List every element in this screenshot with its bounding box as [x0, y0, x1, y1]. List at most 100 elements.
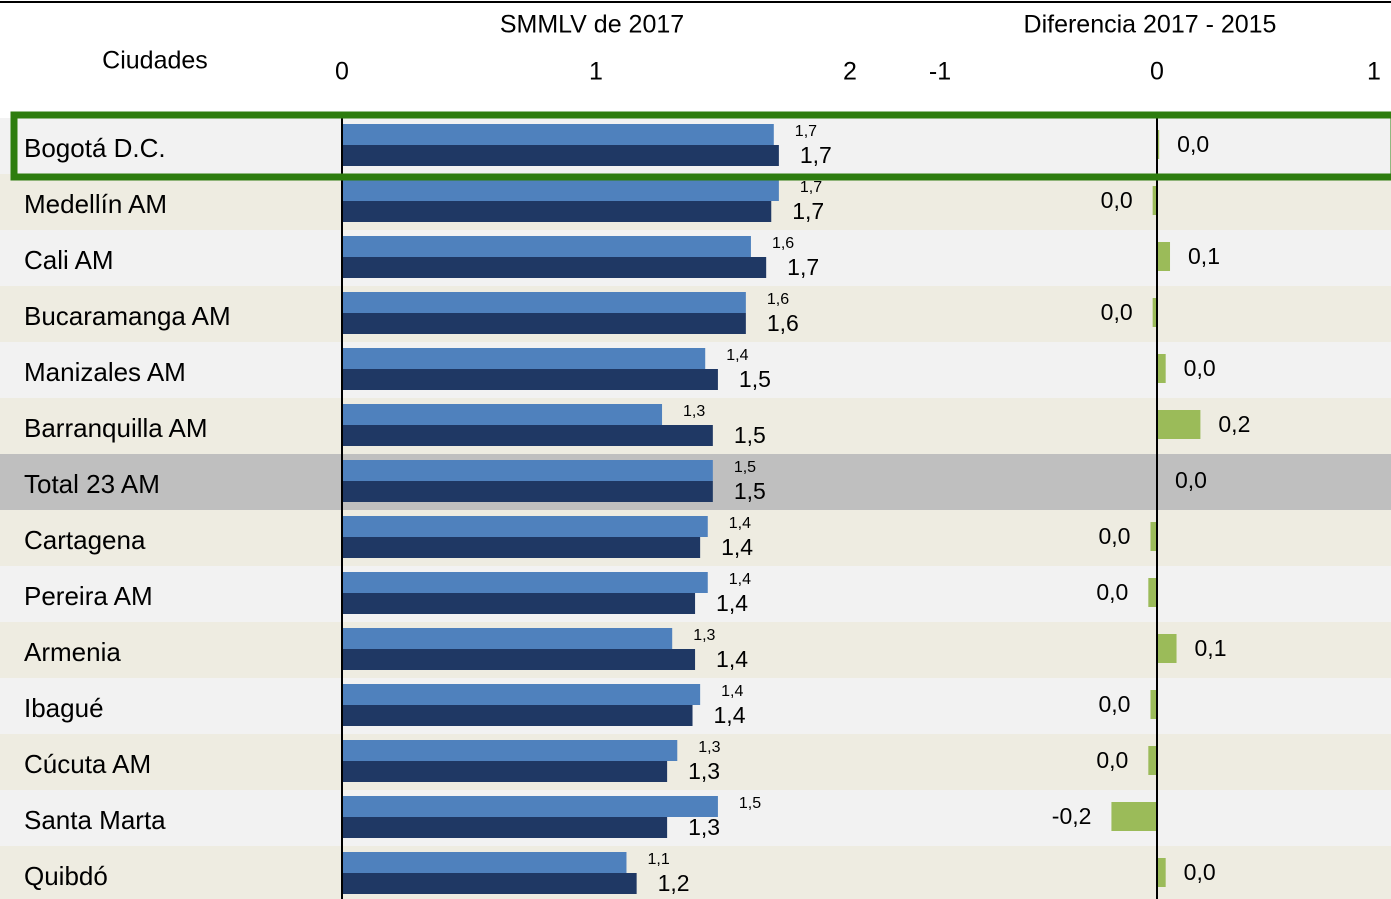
highlight-box	[10, 111, 1391, 181]
data-label: 0,0	[1099, 691, 1131, 717]
bar	[342, 593, 696, 614]
data-label: 1,4	[721, 534, 753, 560]
bar	[342, 817, 668, 838]
category-label: Armenia	[24, 637, 121, 667]
data-label: 0,1	[1188, 243, 1220, 269]
diff-bar	[1157, 634, 1177, 663]
data-label: 1,7	[800, 142, 832, 168]
bar	[342, 761, 668, 782]
panel-title: Diferencia 2017 - 2015	[1024, 11, 1277, 39]
bar	[342, 537, 701, 558]
data-label: 0,0	[1101, 299, 1133, 325]
category-label: Quibdó	[24, 861, 108, 891]
data-label: 1,2	[658, 870, 690, 896]
data-label: 1,5	[739, 366, 771, 392]
data-label: 1,5	[734, 459, 756, 476]
diff-bar	[1152, 298, 1157, 327]
data-label: 1,3	[688, 758, 720, 784]
data-label: 0,2	[1218, 411, 1250, 437]
data-label: 0,0	[1096, 579, 1128, 605]
bar	[342, 873, 637, 894]
bar	[342, 572, 708, 593]
data-label: 1,4	[726, 347, 748, 364]
category-label: Barranquilla AM	[24, 413, 208, 443]
bar	[342, 425, 713, 446]
data-label: 1,3	[688, 814, 720, 840]
category-axis-label: Ciudades	[102, 47, 208, 75]
category-label: Medellín AM	[24, 189, 167, 219]
bar	[342, 292, 746, 313]
bar	[342, 740, 678, 761]
bar	[342, 796, 718, 817]
diff-bar	[1152, 186, 1157, 215]
data-label: 0,0	[1175, 467, 1207, 493]
bar	[342, 124, 774, 145]
data-label: 1,4	[716, 590, 748, 616]
diff-bar	[1150, 522, 1157, 551]
diff-bar	[1148, 578, 1157, 607]
diff-bar	[1148, 746, 1157, 775]
x-tick-label: 1	[589, 58, 603, 86]
diff-bar	[1157, 242, 1171, 271]
bar	[342, 201, 772, 222]
row-background	[0, 846, 1391, 899]
x-tick-label: 2	[843, 58, 857, 86]
diff-bar	[1157, 130, 1160, 159]
bar	[342, 516, 708, 537]
data-label: 1,4	[729, 571, 751, 588]
bar	[342, 649, 696, 670]
diff-bar	[1157, 354, 1166, 383]
data-label: 0,0	[1184, 355, 1216, 381]
data-label: 1,1	[647, 851, 669, 868]
category-label: Ibagué	[24, 693, 104, 723]
bar	[342, 145, 779, 166]
data-label: 1,3	[698, 739, 720, 756]
data-label: 1,7	[795, 123, 817, 140]
category-label: Santa Marta	[24, 805, 166, 835]
x-tick-label: -1	[929, 58, 951, 86]
category-label: Bogotá D.C.	[24, 133, 166, 163]
data-label: 0,0	[1177, 131, 1209, 157]
data-label: 0,0	[1099, 523, 1131, 549]
diff-bar	[1150, 690, 1157, 719]
data-label: 0,0	[1184, 859, 1216, 885]
bar	[342, 236, 751, 257]
data-label: 1,5	[734, 478, 766, 504]
category-label: Pereira AM	[24, 581, 153, 611]
x-tick-label: 0	[1150, 58, 1164, 86]
x-tick-label: 1	[1367, 58, 1381, 86]
x-tick-label: 0	[335, 58, 349, 86]
diff-bar	[1111, 802, 1157, 831]
diff-bar	[1157, 410, 1201, 439]
data-label: 1,7	[800, 179, 822, 196]
diff-bar	[1157, 858, 1166, 887]
data-label: 1,4	[721, 683, 743, 700]
category-label: Bucaramanga AM	[24, 301, 231, 331]
data-label: 1,4	[716, 646, 748, 672]
bar	[342, 404, 663, 425]
data-label: 1,5	[739, 795, 761, 812]
category-label: Cartagena	[24, 525, 146, 555]
data-label: 1,6	[767, 310, 799, 336]
bar	[342, 348, 706, 369]
data-label: 1,6	[767, 291, 789, 308]
bar	[342, 369, 718, 390]
bar	[342, 852, 627, 873]
bar	[342, 705, 693, 726]
data-label: 1,5	[734, 422, 766, 448]
bar	[342, 481, 713, 502]
data-label: -0,2	[1052, 803, 1092, 829]
bar	[342, 180, 779, 201]
data-label: 1,3	[693, 627, 715, 644]
data-label: 1,4	[729, 515, 751, 532]
category-label: Total 23 AM	[24, 469, 160, 499]
category-label: Cúcuta AM	[24, 749, 151, 779]
data-label: 0,1	[1195, 635, 1227, 661]
bar	[342, 313, 746, 334]
bar	[342, 460, 713, 481]
data-label: 0,0	[1096, 747, 1128, 773]
data-label: 1,7	[787, 254, 819, 280]
panel-title: SMMLV de 2017	[500, 11, 684, 39]
bar	[342, 257, 767, 278]
